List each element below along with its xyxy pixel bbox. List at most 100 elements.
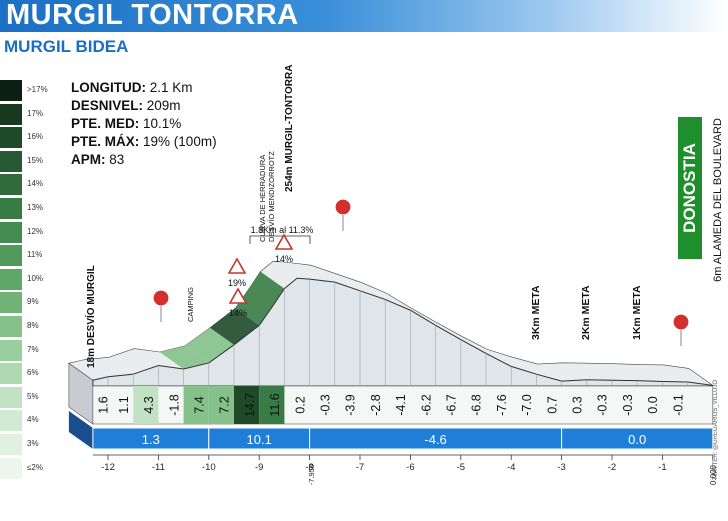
annotation-climb-summary: 1.8Km al 11.3% <box>251 225 314 235</box>
legend-label: 14% <box>27 179 44 189</box>
x-axis-tick-label: -12 <box>101 462 115 473</box>
legend-item: 5% <box>0 386 50 409</box>
legend-label: 3% <box>27 439 39 448</box>
segment-gradient-label: 0.0 <box>646 396 660 413</box>
climb-bracket <box>249 235 311 244</box>
legend-swatch <box>0 245 22 267</box>
section-gradient-label: 1.3 <box>142 432 160 447</box>
segment-gradient-label: -2.8 <box>369 394 383 416</box>
legend-label: 17% <box>27 108 44 118</box>
legend-swatch <box>0 268 22 290</box>
legend-item: 4% <box>0 410 50 432</box>
profile-gradient-segment <box>159 345 209 369</box>
segment-gradient-label: -0.1 <box>671 394 685 416</box>
x-axis-tick-label: -11 <box>152 462 165 473</box>
segment-gradient-label: -1.8 <box>167 394 181 416</box>
legend-item: 17% <box>0 103 50 126</box>
segment-gradient-label: -0.3 <box>621 394 635 416</box>
x-axis-tick-label: -6 <box>406 462 414 473</box>
x-axis-tick-label: -5 <box>457 462 465 473</box>
page-subtitle: MURGIL BIDEA <box>4 37 129 56</box>
legend-swatch <box>0 103 22 125</box>
section-gradient-block <box>561 427 714 450</box>
ramp-label: 19% <box>228 278 246 288</box>
legend-item: 9% <box>0 292 50 314</box>
x-axis-tick-label: -4 <box>507 462 515 473</box>
legend-label: 15% <box>27 155 44 165</box>
legend-item: 15% <box>0 150 50 173</box>
legend-item: 14% <box>0 174 50 196</box>
segment-gradient-label: 14.7 <box>243 393 257 417</box>
legend-label: 5% <box>27 391 39 401</box>
legend-label: 8% <box>27 321 39 330</box>
legend-label: 12% <box>27 226 44 236</box>
legend-swatch <box>0 339 22 361</box>
legend-item: 8% <box>0 316 50 338</box>
section-gradient-label: 10.1 <box>247 432 272 447</box>
legend-item: 3% <box>0 434 50 456</box>
legend-swatch <box>0 292 22 314</box>
ramp-warning-icon <box>227 257 247 274</box>
segment-gradient-label: 0.2 <box>293 396 307 413</box>
x-axis-extra-tick-label: -7.950 <box>307 464 316 485</box>
x-axis-tick-label: 0.000 <box>709 464 718 485</box>
segment-gradient-fill <box>183 386 209 424</box>
page-title: MURGIL TONTORRA <box>6 0 299 31</box>
legend-swatch <box>0 127 22 149</box>
annotation-km-to-go: 2Km META <box>580 285 592 340</box>
segment-gradient-fill <box>259 386 285 424</box>
legend-swatch <box>0 316 22 337</box>
legend-label: 16% <box>27 132 44 142</box>
legend-label: 11% <box>27 250 43 260</box>
finish-sign <box>678 117 702 259</box>
segment-gradient-label: 7.2 <box>218 396 232 413</box>
legend-swatch <box>0 457 22 479</box>
stat-pte-med: PTE. MED: 10.1% <box>71 116 182 131</box>
legend-label: >17% <box>27 85 48 94</box>
finish-marker-icon <box>672 313 690 331</box>
legend-swatch <box>0 221 22 243</box>
annotation-km-to-go: 3Km META <box>530 285 542 340</box>
legend-swatch <box>0 80 22 101</box>
legend-swatch <box>0 386 22 408</box>
annotation-curva-herradura: CURVA DE HERRADURA <box>258 155 267 242</box>
legend-label: 9% <box>27 297 39 307</box>
annotation-camping: CAMPING <box>186 287 195 322</box>
segment-gradient-label: 1.6 <box>97 396 111 413</box>
segment-gradient-label: 4.3 <box>142 396 156 413</box>
segment-gradient-label: -3.9 <box>344 394 358 416</box>
legend-item: 10% <box>0 268 50 291</box>
legend-item: >17% <box>0 80 50 102</box>
title-banner <box>0 0 728 32</box>
profile-gradient-segment <box>235 271 285 326</box>
x-axis-tick-label: -10 <box>202 462 216 473</box>
segment-gradient-label: -7.0 <box>520 394 534 416</box>
segment-gradient-label: 0.3 <box>570 396 584 413</box>
segment-gradient-label: -7.6 <box>495 394 509 416</box>
ramp-warning-icon <box>228 287 248 304</box>
segment-gradient-label: -4.1 <box>394 394 408 416</box>
segment-gradient-label: 0.7 <box>545 396 559 413</box>
stat-pte-max: PTE. MÁX: 19% (100m) <box>71 134 217 149</box>
legend-label: 7% <box>27 344 39 354</box>
x-axis-tick-label: -1 <box>658 462 666 473</box>
section-gradient-label: -4.6 <box>424 432 446 447</box>
stat-longitud: LONGITUD: 2.1 Km <box>71 80 193 95</box>
section-gradient-label: 0.0 <box>628 432 646 447</box>
segment-gradient-fill <box>234 386 260 424</box>
legend-item: 13% <box>0 198 50 220</box>
segment-gradient-label: -6.2 <box>419 394 433 416</box>
segment-gradient-label: -6.7 <box>444 394 458 416</box>
legend-item: 16% <box>0 127 50 149</box>
segment-gradient-label: 11.6 <box>268 393 282 416</box>
stat-apm: APM: 83 <box>71 152 125 167</box>
segment-gradient-label: -0.3 <box>318 394 332 416</box>
segment-gradient-label: 7.4 <box>192 396 206 413</box>
x-axis-tick-label: -9 <box>255 462 263 473</box>
profile-gradient-segment <box>184 327 234 363</box>
segment-gradient-label: -0.3 <box>596 394 610 416</box>
profile-gradient-segment <box>210 308 260 345</box>
x-axis-tick-label: -8 <box>305 462 313 473</box>
annotation-summit: 254m MURGIL-TONTORRA <box>284 65 295 192</box>
